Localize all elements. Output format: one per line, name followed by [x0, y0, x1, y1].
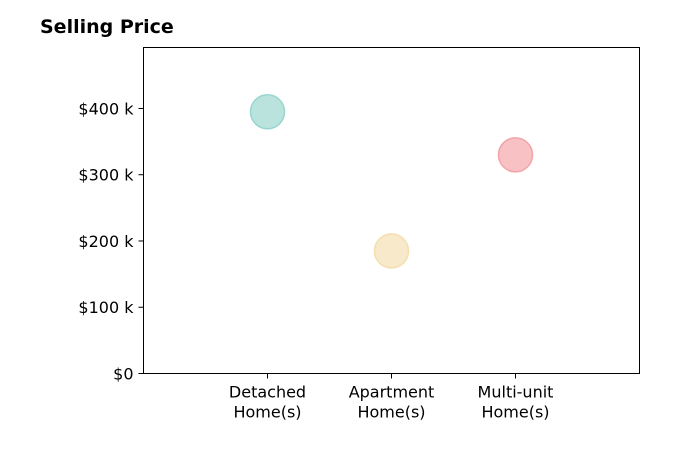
x-tick-label: Detached Home(s) — [229, 383, 306, 422]
y-tick-label: $300 k — [78, 166, 134, 185]
plot-frame — [143, 47, 640, 374]
data-point — [249, 94, 286, 130]
y-tick-label: $400 k — [78, 99, 134, 118]
chart-title: Selling Price — [40, 16, 174, 38]
y-tick-label: $100 k — [78, 298, 134, 317]
data-points — [249, 94, 534, 269]
y-axis: $0 $100 k $200 k $300 k $400 k — [78, 99, 144, 384]
y-tick-label: $0 — [113, 365, 133, 384]
x-axis: Detached Home(s) Apartment Home(s) Multi-uni… — [229, 373, 554, 422]
y-tick-label: $200 k — [78, 232, 134, 251]
data-point — [497, 137, 534, 173]
data-point — [373, 233, 410, 269]
x-tick-label: Apartment Home(s) — [349, 383, 435, 422]
x-tick-label: Multi-unit Home(s) — [478, 383, 554, 422]
